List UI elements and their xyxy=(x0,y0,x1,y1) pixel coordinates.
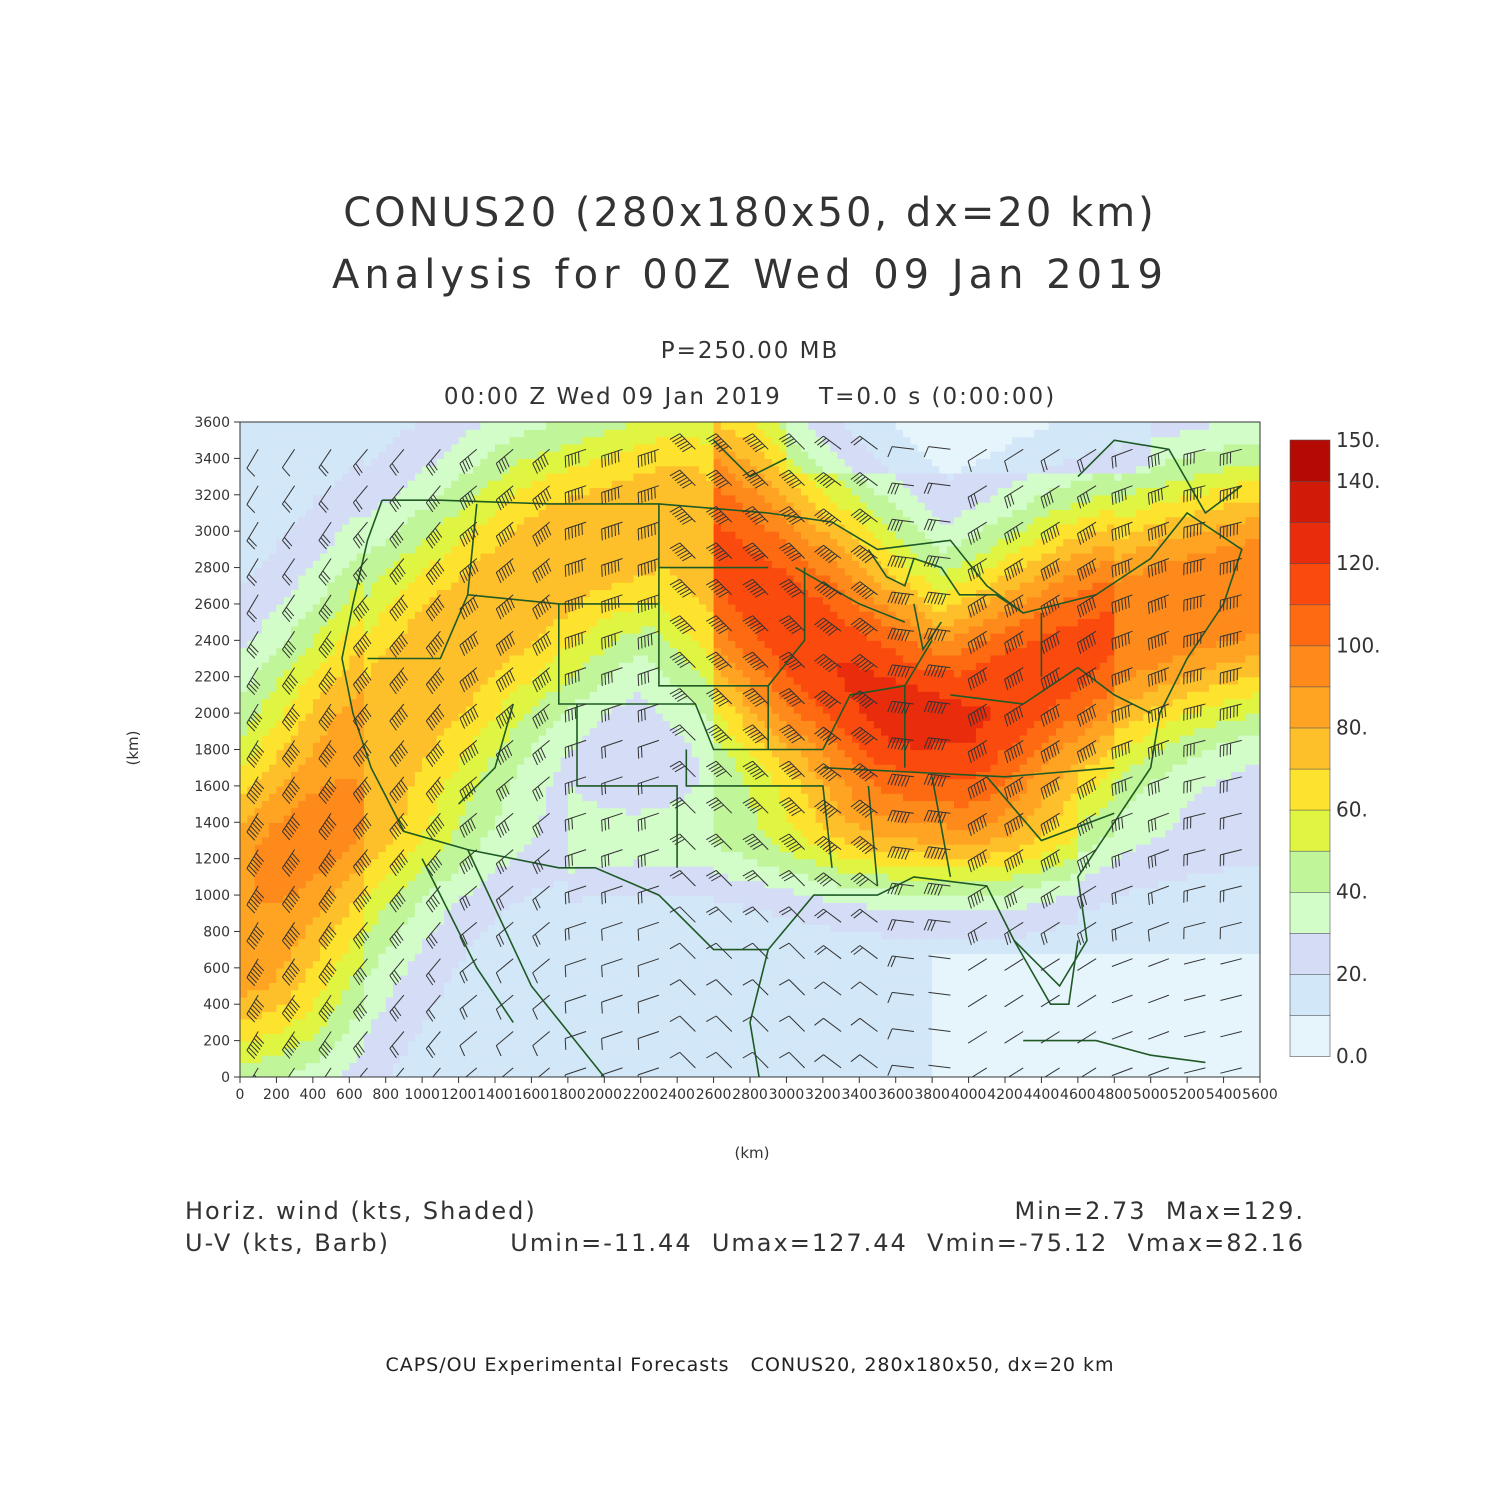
x-tick-label: 3400 xyxy=(841,1087,877,1103)
colorbar-swatch xyxy=(1289,891,1331,934)
y-tick-label: 400 xyxy=(203,997,230,1013)
colorbar-swatch xyxy=(1289,1014,1331,1057)
x-tick-label: 2200 xyxy=(623,1087,659,1103)
y-tick-label: 1200 xyxy=(194,852,230,868)
x-tick-label: 2400 xyxy=(659,1087,695,1103)
x-tick-label: 4200 xyxy=(987,1087,1023,1103)
colorbar-swatch xyxy=(1289,686,1331,729)
y-tick-label: 2800 xyxy=(194,561,230,577)
colorbar-swatch xyxy=(1289,480,1331,524)
y-tick-label: 1000 xyxy=(194,888,230,904)
min-max-stats: Min=2.73 Max=129. xyxy=(1014,1197,1305,1225)
x-tick-label: 1600 xyxy=(514,1087,550,1103)
colorbar-swatch xyxy=(1289,768,1331,811)
colorbar-swatch xyxy=(1289,809,1331,852)
y-tick-label: 1400 xyxy=(194,815,230,831)
valid-time-label: 00:00 Z Wed 09 Jan 2019 T=0.0 s (0:00:00… xyxy=(443,384,1057,410)
x-tick-label: 4800 xyxy=(1096,1087,1132,1103)
footer-credit: CAPS/OU Experimental Forecasts CONUS20, … xyxy=(385,1354,1115,1376)
x-tick-label: 1400 xyxy=(477,1087,513,1103)
x-axis-label: (km) xyxy=(734,1144,769,1162)
colorbar-label: 60. xyxy=(1336,798,1368,822)
x-tick-label: 2800 xyxy=(732,1087,768,1103)
y-axis-ticks: 0 200 400 600 800 1000 1200 1400 1600 1800 2000 220… xyxy=(194,415,240,1086)
x-tick-label: 4600 xyxy=(1060,1087,1096,1103)
y-tick-label: 3000 xyxy=(194,524,230,540)
colorbar-label: 120. xyxy=(1336,551,1381,575)
chart-subtitle: Analysis for 00Z Wed 09 Jan 2019 xyxy=(332,252,1168,298)
x-tick-label: 5000 xyxy=(1133,1087,1169,1103)
shaded-field-label: Horiz. wind (kts, Shaded) xyxy=(185,1197,537,1225)
colorbar-swatch xyxy=(1289,973,1331,1016)
x-tick-label: 1000 xyxy=(404,1087,440,1103)
pressure-level-label: P=250.00 MB xyxy=(660,338,840,364)
y-tick-label: 600 xyxy=(203,961,230,977)
colorbar-label: 0.0 xyxy=(1336,1044,1368,1068)
barb-field-label: U-V (kts, Barb) xyxy=(185,1229,390,1257)
x-tick-label: 0 xyxy=(236,1087,245,1103)
chart-title: CONUS20 (280x180x50, dx=20 km) xyxy=(343,190,1157,236)
x-tick-label: 4400 xyxy=(1024,1087,1060,1103)
y-tick-label: 800 xyxy=(203,924,230,940)
y-tick-label: 200 xyxy=(203,1034,230,1050)
x-tick-label: 3800 xyxy=(914,1087,950,1103)
x-tick-label: 800 xyxy=(372,1087,399,1103)
wind-barbs xyxy=(246,433,1242,1077)
colorbar-label: 140. xyxy=(1336,469,1381,493)
x-tick-label: 200 xyxy=(263,1087,290,1103)
colorbar-label: 150. xyxy=(1336,428,1381,452)
colorbar-swatch xyxy=(1289,727,1331,770)
x-tick-label: 1800 xyxy=(550,1087,586,1103)
colorbar-swatch xyxy=(1289,850,1331,893)
x-tick-label: 3000 xyxy=(769,1087,805,1103)
y-tick-label: 2400 xyxy=(194,633,230,649)
x-tick-label: 3600 xyxy=(878,1087,914,1103)
y-tick-label: 2200 xyxy=(194,670,230,686)
x-tick-label: 5200 xyxy=(1169,1087,1205,1103)
wind-speed-shading xyxy=(240,422,1260,1077)
y-tick-label: 3600 xyxy=(194,415,230,431)
y-tick-label: 3200 xyxy=(194,488,230,504)
colorbar-swatch xyxy=(1289,603,1331,647)
colorbar-swatch xyxy=(1289,932,1331,975)
x-tick-label: 3200 xyxy=(805,1087,841,1103)
y-tick-label: 0 xyxy=(221,1070,230,1086)
uv-range-stats: Umin=-11.44 Umax=127.44 Vmin=-75.12 Vmax… xyxy=(510,1229,1305,1257)
y-tick-label: 2000 xyxy=(194,706,230,722)
x-tick-label: 2600 xyxy=(696,1087,732,1103)
colorbar-label: 80. xyxy=(1336,716,1368,740)
state-boundaries xyxy=(341,439,1243,1077)
y-tick-label: 1800 xyxy=(194,743,230,759)
colorbar-swatch xyxy=(1289,439,1331,482)
colorbar-label: 20. xyxy=(1336,962,1368,986)
colorbar-swatch xyxy=(1289,644,1331,688)
x-tick-label: 2000 xyxy=(586,1087,622,1103)
colorbar-label: 40. xyxy=(1336,880,1368,904)
colorbar-swatch xyxy=(1289,562,1331,606)
x-tick-label: 5600 xyxy=(1242,1087,1278,1103)
colorbar-label: 100. xyxy=(1336,633,1381,657)
x-tick-label: 5400 xyxy=(1206,1087,1242,1103)
y-tick-label: 2600 xyxy=(194,597,230,613)
colorbar: 0.0 20. 40. 60. 80. 100. 120. 140. 150. xyxy=(1289,428,1381,1068)
y-axis-label: (km) xyxy=(124,730,142,765)
y-tick-label: 3400 xyxy=(194,451,230,467)
x-axis-ticks: 0 200 400 600 800 1000 1200 1400 1600 1800 2000 220… xyxy=(236,1077,1278,1103)
x-tick-label: 600 xyxy=(336,1087,363,1103)
colorbar-swatch xyxy=(1289,521,1331,564)
x-tick-label: 1200 xyxy=(441,1087,477,1103)
y-tick-label: 1600 xyxy=(194,779,230,795)
x-tick-label: 4000 xyxy=(951,1087,987,1103)
x-tick-label: 400 xyxy=(299,1087,326,1103)
